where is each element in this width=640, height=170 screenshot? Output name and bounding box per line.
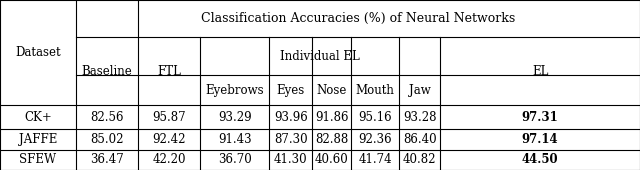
Text: 95.87: 95.87 (152, 111, 186, 124)
Text: Classification Accuracies (%) of Neural Networks: Classification Accuracies (%) of Neural … (200, 12, 515, 25)
Text: 93.28: 93.28 (403, 111, 436, 124)
Text: Eyes: Eyes (276, 84, 305, 97)
Text: 91.86: 91.86 (315, 111, 348, 124)
Text: 97.14: 97.14 (522, 133, 559, 146)
Text: 36.70: 36.70 (218, 153, 252, 166)
Text: 42.20: 42.20 (152, 153, 186, 166)
Text: Baseline: Baseline (81, 65, 132, 78)
Text: Eyebrows: Eyebrows (205, 84, 264, 97)
Text: 92.42: 92.42 (152, 133, 186, 146)
Text: CK+: CK+ (24, 111, 52, 124)
Text: 40.60: 40.60 (315, 153, 348, 166)
Text: 82.88: 82.88 (315, 133, 348, 146)
Text: Mouth: Mouth (356, 84, 394, 97)
Text: 91.43: 91.43 (218, 133, 252, 146)
Text: 95.16: 95.16 (358, 111, 392, 124)
Text: 85.02: 85.02 (90, 133, 124, 146)
Text: JAFFE: JAFFE (19, 133, 57, 146)
Text: 97.31: 97.31 (522, 111, 559, 124)
Text: Jaw: Jaw (409, 84, 431, 97)
Text: 40.82: 40.82 (403, 153, 436, 166)
Text: Nose: Nose (316, 84, 347, 97)
Text: 87.30: 87.30 (274, 133, 308, 146)
Text: Individual EL: Individual EL (280, 50, 360, 63)
Text: 92.36: 92.36 (358, 133, 392, 146)
Text: 41.74: 41.74 (358, 153, 392, 166)
Text: 41.30: 41.30 (274, 153, 308, 166)
Text: 93.96: 93.96 (274, 111, 308, 124)
Text: 86.40: 86.40 (403, 133, 436, 146)
Text: 82.56: 82.56 (90, 111, 124, 124)
Text: 44.50: 44.50 (522, 153, 559, 166)
Text: SFEW: SFEW (19, 153, 56, 166)
Text: 36.47: 36.47 (90, 153, 124, 166)
Text: EL: EL (532, 65, 548, 78)
Text: 93.29: 93.29 (218, 111, 252, 124)
Text: Dataset: Dataset (15, 46, 61, 59)
Text: FTL: FTL (157, 65, 181, 78)
